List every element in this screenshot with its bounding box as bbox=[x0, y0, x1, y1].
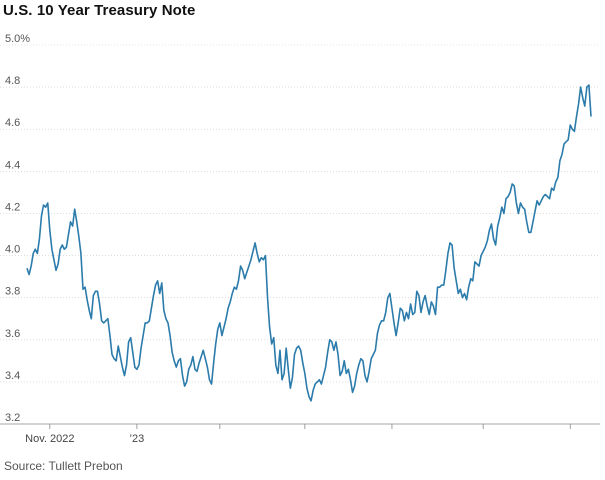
y-tick-label: 3.4 bbox=[5, 370, 20, 382]
x-tick-label: ’23 bbox=[130, 433, 145, 445]
y-tick-label: 4.8 bbox=[5, 75, 20, 87]
series-line-10-year-yield bbox=[26, 84, 592, 402]
y-tick-label: 4.0 bbox=[5, 244, 20, 256]
gridlines bbox=[0, 44, 600, 383]
y-tick-label: 3.6 bbox=[5, 328, 20, 340]
y-tick-label: 4.2 bbox=[5, 201, 20, 213]
y-tick-label: 4.6 bbox=[5, 117, 20, 129]
y-axis-tick-labels: 5.0% 4.8 4.6 4.4 4.2 4.0 3.8 3.6 3.4 3.2 bbox=[5, 33, 30, 424]
y-tick-label: 5.0% bbox=[5, 33, 30, 45]
y-tick-label: 3.2 bbox=[5, 412, 20, 424]
chart-source: Source: Tullett Prebon bbox=[4, 459, 123, 473]
y-tick-label: 4.4 bbox=[5, 159, 20, 171]
chart-title: U.S. 10 Year Treasury Note bbox=[3, 2, 196, 19]
x-tick-label: Nov. 2022 bbox=[25, 433, 74, 445]
series-layer bbox=[26, 84, 592, 402]
x-axis: Nov. 2022 ’23 bbox=[25, 424, 571, 445]
y-tick-label: 3.8 bbox=[5, 286, 20, 298]
